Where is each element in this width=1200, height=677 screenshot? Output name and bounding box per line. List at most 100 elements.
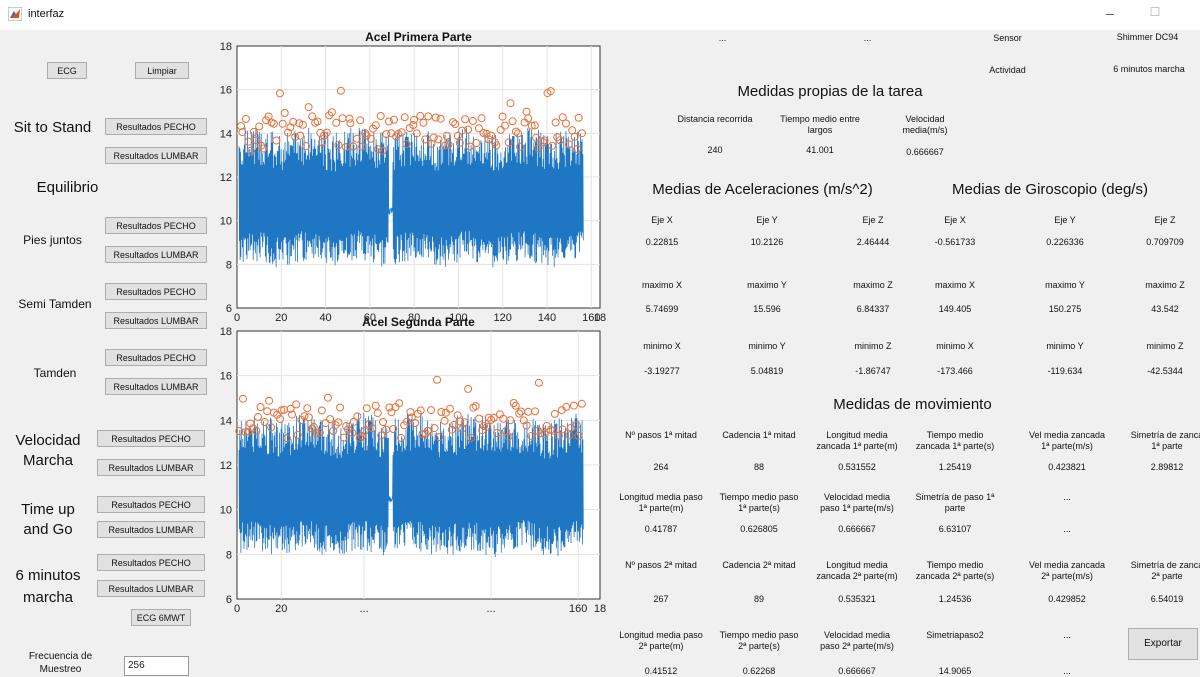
giro-cell-r2-c2: maximo Z [1145, 280, 1185, 290]
mov-r1-label-3-0: Tiempo medio [926, 430, 984, 440]
peak-marker [238, 128, 247, 137]
acel-cell-r2-c1: maximo Y [747, 280, 787, 290]
seis-min-lumbar-button[interactable]: Resultados LUMBAR [97, 580, 205, 597]
x-tick-label: 80 [408, 312, 420, 324]
mov-r2-label-3-0: Simetría de paso 1ª [915, 492, 995, 502]
peak-marker [411, 419, 420, 427]
mov-r2-label-3-1: parte [944, 503, 966, 513]
peak-marker [275, 89, 284, 98]
maximize-button[interactable]: ☐ [1149, 5, 1161, 19]
tamden-pecho-button[interactable]: Resultados PECHO [105, 349, 207, 366]
time-up-pecho-button[interactable]: Resultados PECHO [97, 496, 205, 513]
peak-marker [282, 434, 291, 443]
mov-r3-label-2-0: Longitud media [826, 560, 888, 570]
giro-cell-r3-c1: 150.275 [1048, 304, 1082, 314]
pies-juntos-pecho-button[interactable]: Resultados PECHO [105, 217, 207, 234]
dots-2: ... [863, 33, 872, 43]
peak-marker [265, 396, 274, 405]
peak-marker [378, 146, 387, 155]
peak-marker [433, 375, 442, 384]
peak-marker [241, 114, 250, 123]
ecg-6mwt-button[interactable]: ECG 6MWT [131, 609, 191, 626]
minimize-button[interactable]: – [1106, 5, 1114, 21]
sit-stand-pecho-button[interactable]: Resultados PECHO [105, 118, 207, 135]
peak-marker [469, 403, 478, 412]
peak-marker [255, 122, 264, 131]
tamden-lumbar-button[interactable]: Resultados LUMBAR [105, 378, 207, 395]
acel-cell-r2-c0: maximo X [641, 280, 682, 290]
peak-marker [362, 404, 371, 413]
peak-marker [522, 421, 531, 430]
peak-marker [562, 402, 571, 411]
y-tick-label: 16 [220, 85, 232, 97]
peak-marker [298, 120, 307, 129]
peak-marker [437, 408, 446, 416]
time-up-lumbar-button[interactable]: Resultados LUMBAR [97, 521, 205, 538]
mov-r3-value-5: 6.54019 [1150, 594, 1184, 604]
peak-marker [402, 140, 411, 148]
peak-marker [572, 421, 581, 430]
velocidad-pecho-button[interactable]: Resultados PECHO [97, 430, 205, 447]
peak-marker [558, 425, 567, 434]
peak-marker [355, 434, 364, 443]
peak-marker [295, 119, 304, 128]
giro-cell-r0-c0: Eje X [944, 215, 966, 225]
peak-marker [246, 419, 255, 428]
limpiar-button[interactable]: Limpiar [135, 62, 189, 79]
mov-r4-label-0-1: 2ª parte(m) [638, 641, 684, 651]
seis-minutos-marcha-label: marcha [22, 589, 74, 606]
y-tick-label: 10 [220, 505, 232, 517]
mov-r3-label-5-1: 2ª parte [1151, 571, 1183, 581]
peak-marker [317, 406, 326, 415]
mov-r2-label-4-0: ... [1063, 492, 1071, 502]
sit-stand-lumbar-button[interactable]: Resultados LUMBAR [105, 147, 207, 164]
peak-marker [492, 141, 501, 150]
peak-marker [416, 406, 425, 415]
peak-marker [353, 412, 362, 421]
peak-marker [475, 414, 484, 423]
peak-marker [382, 130, 391, 139]
peak-marker [244, 137, 253, 146]
peak-marker [389, 425, 398, 433]
peak-marker [534, 144, 543, 153]
peak-marker [385, 403, 394, 412]
peak-marker [424, 112, 433, 121]
peak-marker [235, 427, 244, 436]
frecuencia-input[interactable]: 256 [124, 656, 189, 676]
exportar-button[interactable]: Exportar [1128, 628, 1198, 660]
mov-r3-label-3-1: zancada 2ª parte(s) [915, 571, 995, 581]
acel-cell-r4-c2: minimo Z [854, 341, 892, 351]
dots-1: ... [718, 33, 727, 43]
time-up-label: Time up [21, 501, 75, 518]
x-tick-label: 0 [234, 603, 240, 615]
peak-marker [487, 131, 496, 140]
peak-marker [373, 409, 382, 418]
peak-marker [352, 134, 361, 143]
giro-cell-r1-c2: 0.709709 [1146, 237, 1184, 247]
y-tick-label: 18 [220, 326, 232, 338]
peak-marker [377, 431, 386, 440]
peak-marker [252, 426, 261, 435]
peak-marker [484, 413, 493, 422]
pies-juntos-lumbar-button[interactable]: Resultados LUMBAR [105, 246, 207, 263]
seis-min-pecho-button[interactable]: Resultados PECHO [97, 554, 205, 571]
peak-marker [429, 133, 438, 142]
ecg-button[interactable]: ECG [47, 62, 87, 79]
peak-marker [260, 418, 269, 426]
x-tick-label: 160 [569, 603, 587, 615]
mov-r4-value-0: 0.41512 [644, 666, 678, 676]
peak-marker [464, 384, 473, 393]
peak-marker [366, 134, 375, 143]
semi-tamden-pecho-button[interactable]: Resultados PECHO [105, 283, 207, 300]
acceleration-signal [238, 127, 584, 268]
velocidad-lumbar-button[interactable]: Resultados LUMBAR [97, 459, 205, 476]
peak-marker [292, 400, 301, 409]
y-tick-label: 14 [220, 128, 232, 140]
semi-tamden-lumbar-button[interactable]: Resultados LUMBAR [105, 312, 207, 329]
mov-r2-label-2-1: paso 1ª parte(m/s) [820, 503, 894, 513]
acel-cell-r0-c1: Eje Y [756, 215, 778, 225]
peak-marker [336, 403, 345, 412]
peak-marker [516, 142, 525, 151]
